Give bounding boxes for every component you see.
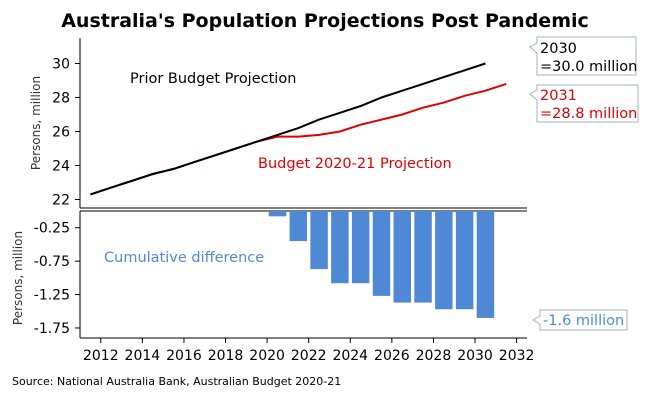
difference-bar bbox=[372, 211, 391, 296]
x-tick-label: 2012 bbox=[83, 348, 119, 364]
budget-callout-value: =28.8 million bbox=[540, 106, 637, 122]
difference-bar bbox=[310, 211, 328, 270]
x-ticks: 2012 2014 2016 2018 2020 2022 2024 2026 2028 2030… bbox=[83, 338, 534, 364]
bottom-y-tick-label: -0.75 bbox=[34, 254, 70, 270]
bottom-y-tick-label: -0.25 bbox=[34, 221, 70, 237]
difference-bar bbox=[476, 211, 495, 318]
prior-projection-line bbox=[90, 62, 486, 196]
budget-projection-line bbox=[90, 82, 507, 196]
difference-bars bbox=[268, 211, 495, 318]
cumulative-difference-label: Cumulative difference bbox=[104, 250, 264, 266]
difference-bar bbox=[351, 211, 370, 284]
difference-callout-box bbox=[531, 309, 628, 331]
difference-value-callout: -1.6 million bbox=[531, 309, 628, 331]
difference-bar bbox=[331, 211, 349, 284]
top-y-ticks: 22 24 26 28 30 bbox=[52, 57, 80, 209]
projection-lines bbox=[90, 62, 507, 196]
prior-value-callout: 2030 =30.0 million bbox=[529, 36, 637, 76]
x-tick-label: 2032 bbox=[499, 348, 535, 364]
top-y-axis-label: Persons, million bbox=[29, 76, 43, 170]
difference-callout-value: -1.6 million bbox=[543, 313, 624, 329]
bottom-y-axis-label: Persons, million bbox=[11, 231, 25, 325]
prior-callout-value: =30.0 million bbox=[540, 59, 637, 75]
prior-callout-year: 2030 bbox=[540, 41, 577, 57]
budget-projection-label: Budget 2020-21 Projection bbox=[258, 156, 452, 172]
x-tick-label: 2028 bbox=[416, 348, 452, 364]
top-y-tick-label: 24 bbox=[52, 159, 70, 175]
prior-callout-box bbox=[529, 36, 637, 76]
x-tick-label: 2018 bbox=[208, 348, 244, 364]
top-y-tick-label: 22 bbox=[52, 193, 70, 209]
difference-bar bbox=[455, 211, 474, 310]
top-y-tick-label: 30 bbox=[52, 57, 70, 73]
difference-bar bbox=[393, 211, 411, 303]
bottom-y-tick-label: -1.75 bbox=[34, 321, 70, 337]
bottom-y-ticks: -0.25 -0.75 -1.25 -1.75 bbox=[34, 221, 80, 337]
x-tick-label: 2014 bbox=[125, 348, 161, 364]
x-tick-label: 2026 bbox=[374, 348, 410, 364]
difference-bar bbox=[435, 211, 453, 310]
prior-projection-label: Prior Budget Projection bbox=[130, 71, 296, 87]
top-y-tick-label: 26 bbox=[52, 125, 70, 141]
difference-bar bbox=[289, 211, 308, 242]
budget-value-callout: 2031 =28.8 million bbox=[529, 84, 639, 123]
x-tick-label: 2024 bbox=[332, 348, 368, 364]
budget-callout-box bbox=[529, 84, 639, 123]
top-y-tick-label: 28 bbox=[52, 91, 70, 107]
x-tick-label: 2022 bbox=[291, 348, 327, 364]
x-tick-label: 2020 bbox=[249, 348, 285, 364]
x-tick-label: 2030 bbox=[457, 348, 493, 364]
bottom-y-tick-label: -1.25 bbox=[34, 288, 70, 304]
source-note: Source: National Australia Bank, Austral… bbox=[12, 375, 341, 388]
x-tick-label: 2016 bbox=[166, 348, 202, 364]
difference-bar bbox=[268, 211, 287, 217]
budget-callout-year: 2031 bbox=[540, 88, 577, 104]
difference-bar bbox=[414, 211, 432, 303]
chart-title: Australia's Population Projections Post … bbox=[61, 10, 589, 32]
